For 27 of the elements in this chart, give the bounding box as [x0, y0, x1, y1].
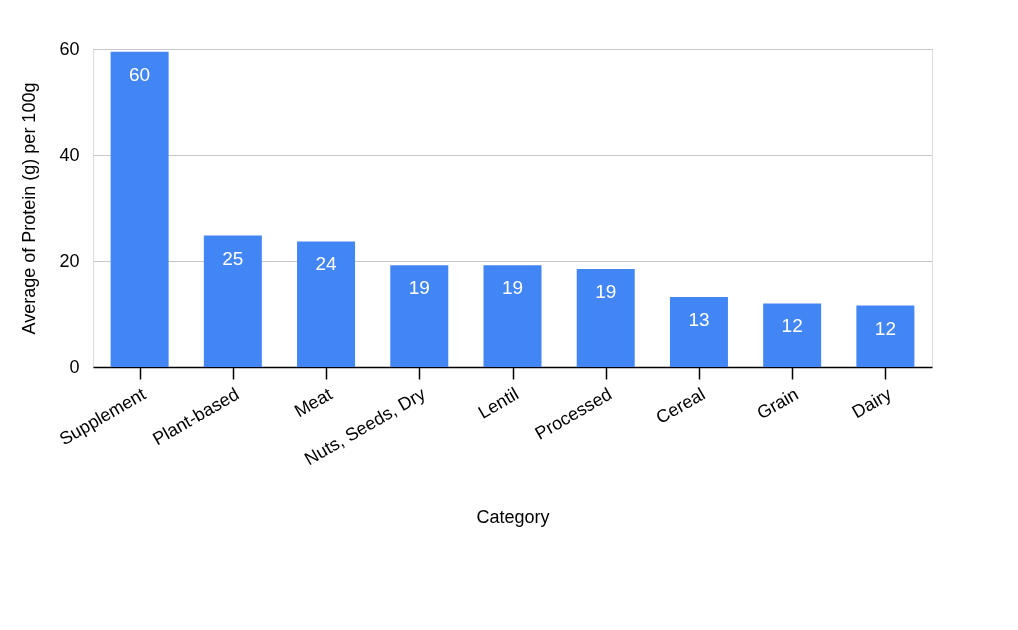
data-label: 12	[781, 315, 803, 337]
bar	[763, 303, 822, 367]
x-tick-label: Meat	[290, 383, 336, 422]
bar	[203, 235, 262, 367]
data-label: 25	[222, 247, 244, 269]
y-tick-label: 20	[59, 250, 80, 271]
data-label: 13	[688, 309, 710, 331]
bar	[669, 297, 728, 367]
data-label: 19	[595, 280, 617, 302]
bar	[856, 305, 915, 367]
data-label: 19	[501, 277, 524, 299]
data-label: 19	[408, 277, 430, 299]
data-label: 60	[129, 63, 151, 85]
bar	[483, 265, 542, 367]
x-tick-label: Dairy	[848, 383, 895, 423]
bar	[390, 265, 449, 367]
y-tick-label: 60	[59, 38, 80, 59]
data-label: 24	[315, 253, 338, 275]
bar	[576, 268, 635, 367]
bar	[110, 51, 169, 367]
x-axis-title: Category	[476, 507, 550, 528]
bar	[297, 241, 356, 367]
y-axis-title: Average of Protein (g) per 100g	[19, 82, 40, 335]
x-tick-label: Grain	[753, 383, 802, 424]
y-tick-label: 40	[59, 144, 80, 165]
y-tick-label: 0	[69, 356, 80, 377]
data-label: 12	[874, 317, 896, 339]
